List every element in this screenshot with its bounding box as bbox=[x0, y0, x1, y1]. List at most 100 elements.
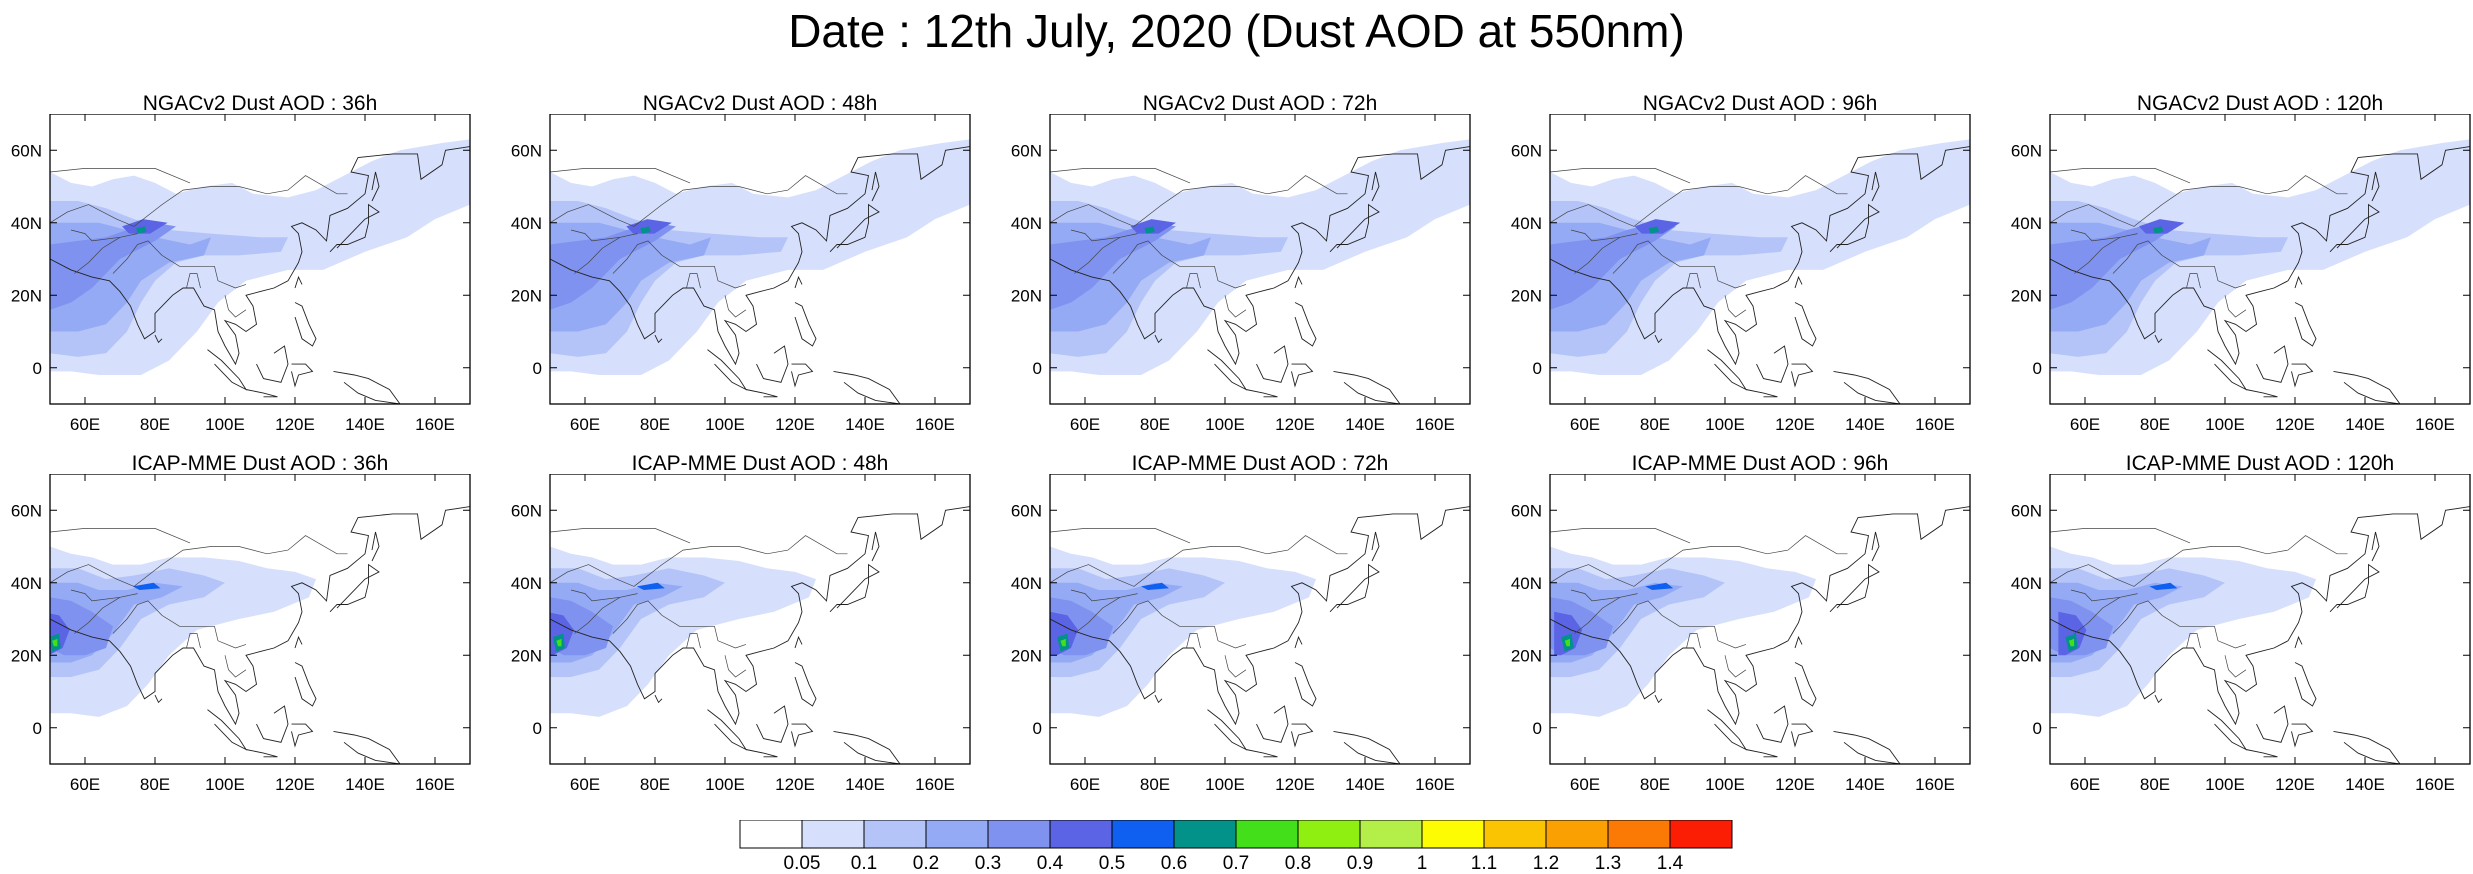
country-border bbox=[686, 633, 701, 649]
map-panel: NGACv2 Dust AOD : 120h 60E 80E 100E 120E 140E… bbox=[2000, 92, 2471, 462]
panel-title: ICAP-MME Dust AOD : 36h bbox=[131, 452, 389, 475]
country-border bbox=[1686, 633, 1701, 649]
colorbar-box bbox=[1669, 820, 1733, 849]
plot-frame bbox=[2049, 474, 2471, 765]
panel-title: NGACv2 Dust AOD : 96h bbox=[1642, 92, 1878, 115]
x-tick-label: 60E bbox=[1570, 775, 1600, 794]
panel-title: ICAP-MME Dust AOD : 72h bbox=[1131, 452, 1389, 475]
y-tick-label: 20N bbox=[1511, 646, 1542, 665]
x-tick-label: 120E bbox=[775, 775, 815, 794]
country-border bbox=[224, 295, 247, 318]
coastline bbox=[2333, 730, 2401, 764]
colorbar-box bbox=[1607, 820, 1671, 849]
coastline bbox=[207, 709, 248, 751]
country-border bbox=[612, 240, 747, 289]
country-border bbox=[74, 237, 121, 274]
coastline bbox=[794, 635, 803, 649]
y-tick-label: 40N bbox=[1511, 574, 1542, 593]
country-border bbox=[1070, 229, 1138, 242]
coastline bbox=[1371, 171, 1380, 202]
y-tick-label: 20N bbox=[511, 646, 542, 665]
colorbar-label: 1.3 bbox=[1595, 853, 1621, 874]
x-tick-label: 140E bbox=[1345, 415, 1385, 434]
coastline bbox=[1794, 302, 1817, 347]
colorbar-label: 1.4 bbox=[1657, 853, 1684, 874]
country-border bbox=[570, 229, 638, 242]
x-tick-label: 80E bbox=[140, 415, 170, 434]
y-tick-label: 0 bbox=[533, 719, 542, 738]
coastline bbox=[1256, 705, 1289, 743]
x-tick-label: 140E bbox=[2345, 415, 2385, 434]
x-tick-label: 80E bbox=[2140, 415, 2170, 434]
country-border bbox=[1186, 633, 1201, 649]
x-tick-label: 120E bbox=[2275, 775, 2315, 794]
y-tick-label: 60N bbox=[1011, 501, 1042, 520]
coastline bbox=[50, 506, 470, 726]
coastline bbox=[707, 349, 748, 391]
country-border bbox=[1550, 535, 1848, 587]
coastline bbox=[794, 302, 817, 347]
y-tick-label: 20N bbox=[2011, 286, 2042, 305]
y-tick-label: 0 bbox=[2033, 359, 2042, 378]
coastline bbox=[707, 709, 748, 751]
x-tick-label: 160E bbox=[915, 775, 955, 794]
country-border bbox=[1070, 589, 1138, 602]
coastline bbox=[294, 275, 303, 289]
x-tick-label: 100E bbox=[1205, 415, 1245, 434]
x-tick-label: 80E bbox=[1640, 415, 1670, 434]
x-tick-label: 60E bbox=[2070, 775, 2100, 794]
country-border bbox=[1050, 168, 1191, 184]
x-tick-label: 120E bbox=[275, 415, 315, 434]
coastline bbox=[829, 563, 880, 613]
x-tick-label: 120E bbox=[1775, 775, 1815, 794]
colorbar-label: 1.2 bbox=[1533, 853, 1559, 874]
coastline bbox=[833, 730, 901, 764]
coastline bbox=[756, 345, 789, 383]
x-tick-label: 100E bbox=[205, 415, 245, 434]
country-border bbox=[550, 175, 848, 227]
coastline bbox=[1245, 389, 1278, 398]
country-border bbox=[2074, 237, 2121, 274]
colorbar-box bbox=[1359, 820, 1423, 849]
map-panel: ICAP-MME Dust AOD : 48h 60E 80E 100E 120E 140… bbox=[500, 452, 971, 822]
x-tick-label: 60E bbox=[570, 775, 600, 794]
aod-contour-fill bbox=[1144, 226, 1155, 234]
coastline bbox=[1707, 349, 1748, 391]
aod-contour-fill bbox=[2050, 222, 2176, 310]
country-border bbox=[1724, 295, 1747, 318]
map-panel: ICAP-MME Dust AOD : 120h 60E 80E 100E 120E 14… bbox=[2000, 452, 2471, 822]
coastline bbox=[833, 370, 901, 404]
country-border bbox=[1074, 237, 1121, 274]
coastline bbox=[291, 363, 314, 388]
x-tick-label: 160E bbox=[1415, 415, 1455, 434]
country-border bbox=[574, 237, 621, 274]
aod-contour-fill bbox=[1564, 638, 1570, 647]
coastline bbox=[1794, 275, 1803, 289]
y-tick-label: 60N bbox=[1511, 501, 1542, 520]
x-tick-label: 160E bbox=[1415, 775, 1455, 794]
coastline bbox=[1333, 730, 1401, 764]
map-plot: 60E 80E 100E 120E 140E 160E 0 20N 40N 60N bbox=[1511, 114, 1971, 434]
map-plot: 60E 80E 100E 120E 140E 160E 0 20N 40N 60N bbox=[11, 114, 471, 434]
country-border bbox=[1050, 528, 1191, 544]
country-border bbox=[570, 589, 638, 602]
colorbar-label: 0.5 bbox=[1099, 853, 1125, 874]
coastline bbox=[1294, 635, 1303, 649]
country-border bbox=[1224, 295, 1247, 318]
x-tick-label: 60E bbox=[2070, 415, 2100, 434]
coastline bbox=[1333, 370, 1401, 404]
plot-frame bbox=[549, 114, 971, 405]
aod-contour-fill bbox=[122, 219, 168, 234]
map-plot: 60E 80E 100E 120E 140E 160E 0 20N 40N 60N bbox=[2011, 114, 2471, 434]
coastline bbox=[2294, 662, 2317, 707]
y-tick-label: 0 bbox=[533, 359, 542, 378]
aod-contour-fill bbox=[50, 222, 176, 310]
coastline bbox=[1291, 723, 1314, 748]
y-tick-label: 40N bbox=[1011, 214, 1042, 233]
country-border bbox=[686, 273, 701, 289]
coastline bbox=[207, 349, 248, 391]
country-border bbox=[550, 528, 691, 544]
coastline bbox=[654, 334, 663, 344]
map-panel: ICAP-MME Dust AOD : 96h 60E 80E 100E 120E 140… bbox=[1500, 452, 1971, 822]
x-tick-label: 60E bbox=[70, 775, 100, 794]
